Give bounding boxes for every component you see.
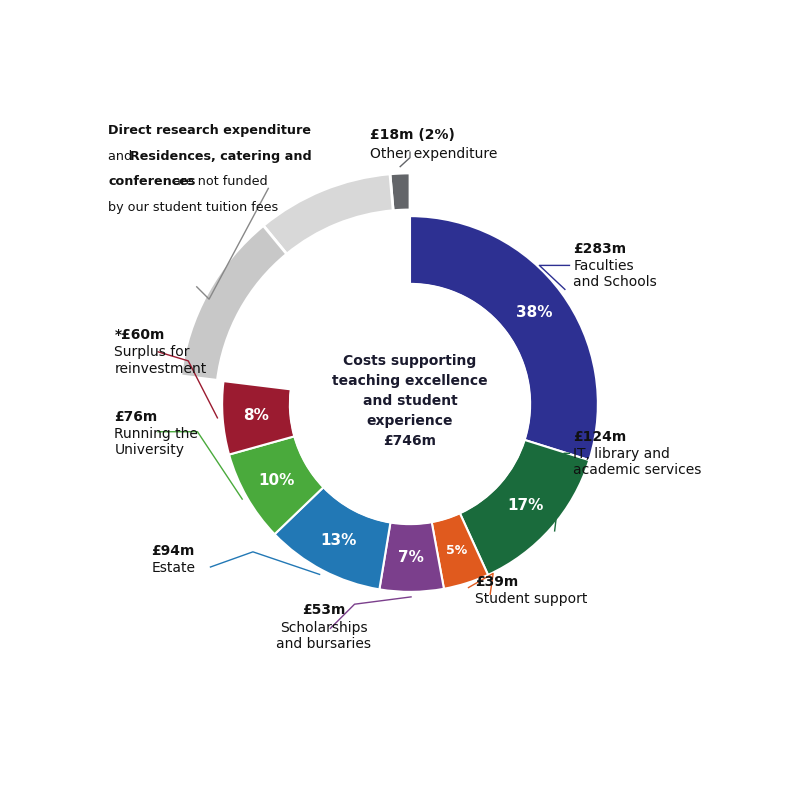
Text: 10%: 10%: [258, 473, 294, 488]
Wedge shape: [229, 436, 323, 534]
Text: £39m: £39m: [474, 574, 518, 589]
Wedge shape: [181, 226, 286, 380]
Text: Student support: Student support: [474, 592, 587, 606]
Text: £283m: £283m: [574, 242, 626, 256]
Wedge shape: [263, 174, 393, 254]
Text: 38%: 38%: [516, 306, 552, 320]
Text: Estate: Estate: [151, 561, 195, 575]
Wedge shape: [460, 440, 590, 575]
Text: 7%: 7%: [398, 550, 424, 566]
Text: Direct research expenditure: Direct research expenditure: [108, 124, 311, 137]
Text: 8%: 8%: [243, 408, 270, 423]
Text: Faculties
and Schools: Faculties and Schools: [574, 259, 657, 290]
Text: 17%: 17%: [507, 498, 544, 514]
Text: and: and: [108, 150, 136, 162]
Text: £94m: £94m: [151, 544, 194, 558]
Text: Other expenditure: Other expenditure: [370, 146, 498, 161]
Text: *£60m: *£60m: [114, 328, 165, 342]
Text: £18m (2%): £18m (2%): [370, 128, 455, 142]
Wedge shape: [222, 381, 294, 454]
Text: are not funded: are not funded: [169, 175, 267, 189]
Text: conferences: conferences: [108, 175, 195, 189]
Wedge shape: [410, 216, 598, 460]
Text: Scholarships
and bursaries: Scholarships and bursaries: [276, 621, 371, 651]
Text: £53m: £53m: [302, 602, 346, 617]
Text: by our student tuition fees: by our student tuition fees: [108, 202, 278, 214]
Text: Residences, catering and: Residences, catering and: [130, 150, 311, 162]
Circle shape: [290, 284, 530, 524]
Text: Costs supporting
teaching excellence
and student
experience
£746m: Costs supporting teaching excellence and…: [332, 354, 488, 448]
Wedge shape: [379, 522, 444, 592]
Text: £124m: £124m: [574, 430, 626, 444]
Wedge shape: [274, 487, 390, 590]
Text: £76m: £76m: [114, 410, 158, 424]
Text: 5%: 5%: [446, 544, 467, 558]
Text: IT, library and
academic services: IT, library and academic services: [574, 447, 702, 478]
Text: Surplus for
reinvestment: Surplus for reinvestment: [114, 346, 206, 376]
Text: Running the
University: Running the University: [114, 426, 198, 457]
Text: 13%: 13%: [320, 533, 357, 548]
Wedge shape: [390, 173, 410, 210]
Wedge shape: [432, 514, 488, 589]
